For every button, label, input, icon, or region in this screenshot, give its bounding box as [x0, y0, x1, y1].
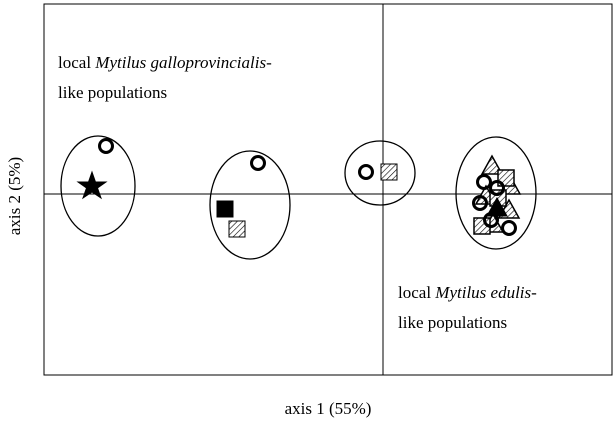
annotation-species: Mytilus edulis — [434, 283, 531, 302]
annotation-text: - — [266, 53, 272, 72]
annotation-right-line1: local Mytilus edulis- — [398, 283, 537, 302]
annotation-text: - — [531, 283, 537, 302]
annotation-species: Mytilus galloprovincialis — [94, 53, 266, 72]
y-axis-label: axis 2 (5%) — [5, 157, 24, 235]
annotation-text: local — [58, 53, 95, 72]
annotation-text: local — [398, 283, 435, 302]
annotation-left-line1: local Mytilus galloprovincialis- — [58, 53, 272, 72]
clusters — [60, 135, 537, 260]
annotation-right-line2: like populations — [398, 313, 507, 332]
markers — [76, 138, 522, 238]
annotation-left-line2: like populations — [58, 83, 167, 102]
x-axis-label: axis 1 (55%) — [285, 399, 372, 418]
